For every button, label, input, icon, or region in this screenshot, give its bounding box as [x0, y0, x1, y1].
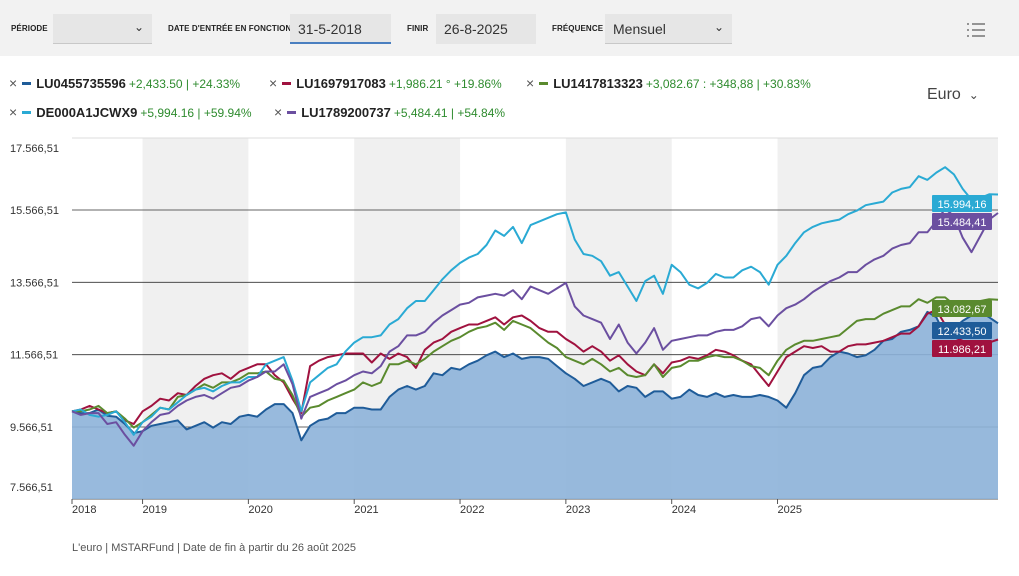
- legend-item: × LU0455735596 +2,433.50 | +24.33%: [9, 75, 240, 91]
- legend-fund-stats: +5,994.16 | +59.94%: [140, 106, 252, 120]
- legend-item: × DE000A1JCWX9 +5,994.16 | +59.94%: [9, 104, 252, 120]
- start-date-label: DATE D'ENTRÉE EN FONCTION: [168, 24, 292, 33]
- legend-item: × LU1697917083 +1,986.21 ° +19.86%: [269, 75, 502, 91]
- frequency-label: FRÉQUENCE: [552, 24, 604, 33]
- end-label-bg: [932, 300, 992, 317]
- legend-fund-id: LU1417813323: [553, 76, 643, 91]
- series-line-LU1417813323: [72, 296, 999, 429]
- legend-fund-stats: +2,433.50 | +24.33%: [128, 77, 241, 91]
- end-date-label: FINIR: [407, 24, 429, 33]
- legend-fund-id: LU0455735596: [36, 76, 126, 91]
- y-tick-label: 9.566,51: [10, 422, 53, 434]
- legend-swatch: [22, 82, 32, 86]
- y-tick-label: 17.566,51: [10, 143, 59, 155]
- series-line-LU1697917083: [71, 309, 999, 425]
- series-line-LU0455735596: [71, 310, 999, 442]
- area-layer: [72, 311, 998, 499]
- legend-fund-stats: +5,484.41 | +54.84%: [393, 106, 506, 120]
- legend-swatch: [22, 111, 32, 115]
- x-tick-label: 2021: [354, 504, 378, 516]
- y-axis-ticks: 7.566,51 9.566,51 11.566,51 13.566,51 15.566…: [10, 143, 59, 494]
- x-tick-label: 2018: [72, 504, 96, 516]
- chevron-down-icon: ⌄: [133, 20, 144, 34]
- y-tick-label: 13.566,51: [10, 277, 59, 289]
- toolbar: PÉRIODE ⌄ DATE D'ENTRÉE EN FONCTION 31-5…: [0, 0, 1019, 56]
- end-labels: 12.433,50 11.986,21 13.082,67 15.994,16 15.4…: [932, 195, 992, 357]
- legend-fund-id: LU1697917083: [296, 76, 386, 91]
- end-date-input[interactable]: 26-8-2025: [436, 14, 536, 44]
- period-label: PÉRIODE: [11, 24, 48, 33]
- close-icon[interactable]: ×: [269, 75, 278, 91]
- x-tick-label: 2023: [566, 504, 590, 516]
- series-lines: [71, 166, 999, 447]
- x-tick-label: 2022: [460, 504, 484, 516]
- y-tick-label: 11.566,51: [10, 350, 58, 362]
- y-tick-label: 15.566,51: [10, 205, 59, 217]
- series-line-DE000A1JCWX9: [71, 166, 999, 436]
- start-date-input[interactable]: 31-5-2018: [290, 14, 391, 44]
- end-label-value: 15.994,16: [938, 199, 987, 211]
- x-axis-ticks: 2018 2019 2020 2021 2022 2023 2024 2025: [71, 499, 802, 516]
- end-label-bg: [932, 213, 992, 230]
- series-line-LU1789200737: [71, 207, 999, 447]
- end-label-value: 11.986,21: [938, 344, 986, 356]
- legend-swatch: [539, 82, 549, 86]
- x-tick-label: 2019: [143, 504, 167, 516]
- x-tick-label: 2025: [778, 504, 802, 516]
- close-icon[interactable]: ×: [9, 104, 18, 120]
- list-menu-icon[interactable]: [966, 22, 986, 38]
- legend-fund-stats: +3,082.67 : +348,88 | +30.83%: [645, 77, 811, 91]
- legend-swatch: [287, 111, 297, 115]
- x-tick-label: 2020: [248, 504, 272, 516]
- end-label-value: 12.433,50: [938, 326, 987, 338]
- currency-value: Euro: [927, 86, 961, 103]
- y-tick-label: 7.566,51: [10, 482, 53, 494]
- period-select[interactable]: ⌄: [53, 14, 152, 44]
- end-label-bg: [932, 195, 992, 212]
- chevron-down-icon: ⌄: [713, 20, 724, 34]
- end-label-value: 13.082,67: [938, 304, 987, 316]
- legend-fund-id: DE000A1JCWX9: [36, 105, 138, 120]
- legend-fund-id: LU1789200737: [301, 105, 391, 120]
- close-icon[interactable]: ×: [9, 75, 18, 91]
- legend-item: × LU1789200737 +5,484.41 | +54.84%: [274, 104, 505, 120]
- end-label-bg: [932, 322, 992, 339]
- x-tick-label: 2024: [672, 504, 696, 516]
- close-icon[interactable]: ×: [526, 75, 535, 91]
- chart-footer-note: L'euro | MSTARFund | Date de fin à parti…: [72, 542, 356, 554]
- legend-fund-stats: +1,986.21 ° +19.86%: [388, 77, 502, 91]
- currency-select[interactable]: Euro ⌄: [927, 86, 979, 104]
- end-label-bg: [932, 340, 992, 357]
- close-icon[interactable]: ×: [274, 104, 283, 120]
- frequency-value: Mensuel: [613, 21, 666, 37]
- frequency-select[interactable]: Mensuel ⌄: [605, 14, 732, 44]
- legend-swatch: [282, 82, 292, 86]
- area-fill: [72, 311, 998, 499]
- end-label-value: 15.484,41: [938, 217, 987, 229]
- chevron-down-icon: ⌄: [968, 88, 979, 102]
- legend-item: × LU1417813323 +3,082.67 : +348,88 | +30.8…: [526, 75, 811, 91]
